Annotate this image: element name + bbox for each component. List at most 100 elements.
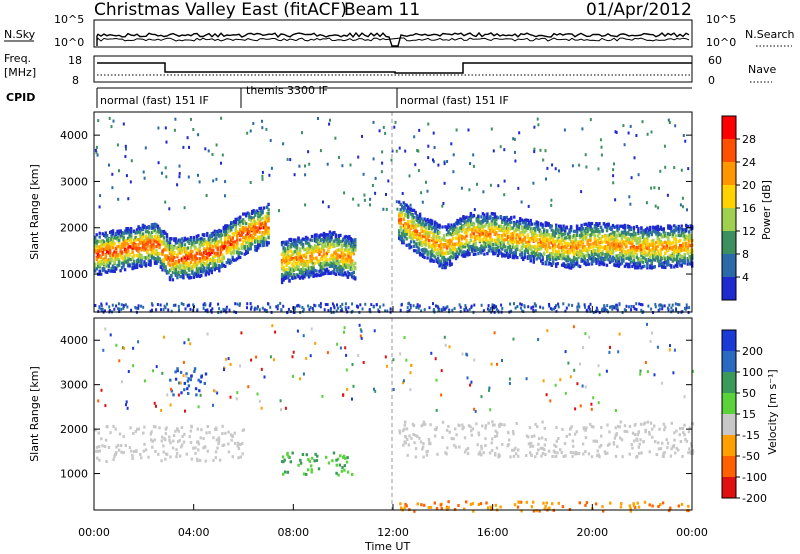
power-cell <box>101 232 104 236</box>
power-cell <box>258 221 261 225</box>
power-cell <box>295 261 299 265</box>
power-cell <box>177 260 181 264</box>
power-cell <box>421 229 425 233</box>
power-cell <box>556 252 559 256</box>
power-cell <box>98 265 101 269</box>
power-cell <box>505 228 508 232</box>
power-cell <box>626 225 630 229</box>
power-cell <box>215 235 218 239</box>
power-cell <box>508 221 511 225</box>
power-cell <box>203 233 206 237</box>
nsearch-trace <box>96 37 690 42</box>
power-cell <box>616 238 619 242</box>
power-cell <box>583 235 586 239</box>
power-cell <box>194 255 197 259</box>
power-cell <box>445 251 449 255</box>
power-cell <box>265 226 269 230</box>
power-cell <box>348 259 351 263</box>
power-cell <box>156 226 160 230</box>
power-cell <box>402 230 405 234</box>
power-cell <box>557 239 561 243</box>
power-cell <box>322 248 326 252</box>
power-cell <box>498 238 501 242</box>
power-cell <box>616 257 619 261</box>
power-cell <box>325 253 329 257</box>
power-cell <box>306 236 309 240</box>
power-cell <box>472 225 476 229</box>
power-cell <box>225 261 228 265</box>
power-cell <box>472 213 476 218</box>
power-cell <box>549 246 552 250</box>
power-cell <box>465 220 468 224</box>
power-cell <box>442 238 446 242</box>
power-cell <box>668 263 671 267</box>
power-cell <box>632 246 636 250</box>
power-cell <box>328 263 332 267</box>
power-cell <box>134 246 137 250</box>
power-cell <box>316 273 320 277</box>
power-cell <box>325 258 329 262</box>
power-cell <box>131 256 134 260</box>
power-cell <box>219 250 222 255</box>
power-cell <box>432 244 435 248</box>
power-cell <box>528 246 531 250</box>
power-cell <box>255 246 258 250</box>
power-cell <box>224 241 227 245</box>
power-cell <box>288 271 291 275</box>
power-cell <box>322 240 326 244</box>
power-cell <box>156 224 160 228</box>
power-cell <box>327 263 330 267</box>
power-cell <box>668 243 671 247</box>
power-cell <box>177 248 181 252</box>
power-cell <box>457 243 461 247</box>
power-cell <box>478 220 482 224</box>
power-cell <box>445 261 449 265</box>
power-cell <box>673 257 676 262</box>
power-cell <box>297 275 300 279</box>
power-cell <box>301 237 305 241</box>
power-cell <box>447 233 450 237</box>
power-cell <box>197 270 200 274</box>
power-cell <box>584 222 588 226</box>
power-cell <box>510 249 513 253</box>
power-cell <box>649 243 652 247</box>
power-cell <box>453 224 456 228</box>
power-cell <box>649 227 652 232</box>
power-cell <box>212 231 215 235</box>
power-cell <box>233 233 236 237</box>
power-cell <box>664 257 667 261</box>
power-cell <box>466 229 470 233</box>
power-cell <box>667 238 670 242</box>
power-cell <box>106 238 109 242</box>
power-cell <box>352 244 355 248</box>
power-cell <box>201 243 204 247</box>
power-cell <box>557 256 561 260</box>
power-cell <box>634 246 637 250</box>
power-cell <box>607 253 610 257</box>
power-cell <box>537 252 540 256</box>
power-cell <box>162 258 166 262</box>
power-cell <box>252 228 255 232</box>
power-cell <box>459 249 462 253</box>
power-cell <box>571 236 574 240</box>
power-cell <box>131 262 134 266</box>
power-cell <box>640 253 643 257</box>
power-cell <box>607 234 610 238</box>
power-cell <box>116 238 119 242</box>
power-cell <box>351 267 354 271</box>
power-cell <box>649 230 652 234</box>
power-cell <box>412 224 416 228</box>
power-cell <box>236 241 239 245</box>
power-cell <box>528 221 531 225</box>
power-cell <box>322 231 326 236</box>
power-cell <box>501 220 504 224</box>
power-cell <box>267 208 270 212</box>
power-cell <box>625 245 628 249</box>
power-cell <box>301 276 305 280</box>
power-cell <box>129 238 133 243</box>
power-cell <box>529 227 532 231</box>
power-cell <box>288 246 291 250</box>
power-cell <box>673 251 676 255</box>
power-cell <box>343 241 347 245</box>
power-cell <box>352 239 355 243</box>
